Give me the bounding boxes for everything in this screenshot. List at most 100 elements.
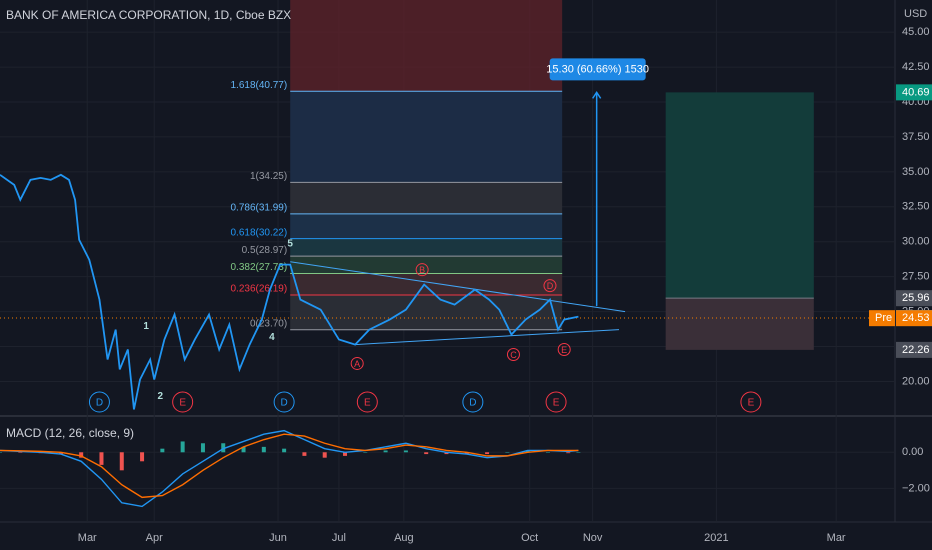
histogram-bar [343,452,348,456]
wave-circle [506,347,520,361]
histogram-bar [424,452,429,455]
price-tag [896,310,932,327]
wave-label: C [510,350,517,360]
fib-label: 0.236(26.19) [230,284,287,295]
histogram-bar [464,452,469,455]
y-tick-label: −2.00 [902,482,930,494]
fib-band [290,182,563,214]
x-tick-label: Mar [78,532,97,544]
y-tick-label: 27.50 [902,271,930,283]
price-tag-prefix: Pre [875,312,892,324]
cycle-label: D [96,398,103,409]
histogram-bar [0,452,2,453]
price-line [0,173,579,410]
histogram-bar [322,452,327,458]
y-axis-label: USD [904,8,927,20]
histogram-bar [160,448,165,453]
histogram-bar [140,452,145,462]
fib-band [290,238,563,257]
histogram-bar [525,450,530,453]
wave-circle [350,356,364,370]
fib-label: 0.382(27.73) [230,262,287,273]
cycle-label: E [748,398,755,409]
fib-label: 1.618(40.77) [230,80,287,91]
wave-label: E [561,345,567,355]
histogram-bar [505,452,510,453]
histogram-bar [180,441,185,453]
y-tick-label: 20.00 [902,375,930,387]
price-tag-label: 25.96 [902,292,930,304]
cycle-circle [172,391,194,413]
x-tick-label: Jun [269,532,287,544]
wave-label: 1 [143,321,149,332]
x-tick-label: Nov [583,532,603,544]
cycle-circle [740,391,762,413]
macd-pane: 0.00 −2.00 [0,429,930,508]
fib-label: 0.786(31.99) [230,203,287,214]
x-tick-label: 2021 [704,532,728,544]
position-stop-zone [665,298,814,350]
measure-label-bg [549,58,646,81]
fib-label: 1(34.25) [250,171,287,182]
price-tag-label: 40.69 [902,86,930,98]
cycle-label: E [364,398,371,409]
histogram-bar [545,452,550,453]
cycle-circle [88,391,110,413]
fib-label: 0.618(30.22) [230,227,287,238]
x-tick-label: Jul [332,532,346,544]
fib-band [290,213,563,239]
x-tick-label: Oct [521,532,538,544]
macd-title: MACD (12, 26, close, 9) [6,426,134,440]
wave-label: D [547,281,554,291]
price-tag-label: 22.26 [902,344,930,356]
y-tick-label: 35.00 [902,166,930,178]
cycle-circle [462,391,484,413]
histogram-bar [241,446,246,453]
histogram-bar [566,452,571,454]
wave-circle [543,279,557,293]
histogram-bar [119,452,124,471]
wave-label: 4 [269,332,275,343]
wave-label: A [354,359,360,369]
y-tick-label: 0.00 [902,446,923,458]
histogram-bar [200,443,205,453]
price-tag [896,341,932,358]
histogram-bar [282,448,287,453]
histogram-bar [58,452,63,455]
wave-circle [415,263,429,277]
histogram-bar [221,443,226,453]
cycle-label: D [469,398,476,409]
cycle-label: D [281,398,288,409]
fib-label: 0.5(28.97) [242,245,288,256]
chart-title: BANK OF AMERICA CORPORATION, 1D, Cboe BZ… [6,8,291,22]
histogram-bar [18,452,23,453]
y-tick-label: 45.00 [902,26,930,38]
cycle-label: E [179,398,186,409]
histogram-bar [485,452,490,455]
price-tag-label: 24.53 [902,312,930,324]
price-line [0,433,579,499]
x-tick-label: Apr [146,532,163,544]
position-target-zone [665,92,814,299]
cycle-circle [273,391,295,413]
cycle-circle [356,391,378,413]
price-tag [896,290,932,307]
wave-label: 5 [287,238,293,249]
fib-band [290,273,563,295]
measure-label: 15.30 (60.66%) 1530 [546,63,649,75]
histogram-bar [302,452,307,456]
cycle-label: E [553,398,560,409]
trendline [355,329,620,346]
x-tick-label: Aug [394,532,414,544]
price-tag-prefix-bg [869,310,895,327]
wave-label: 2 [158,391,164,402]
histogram-bar [261,446,266,453]
histogram-bar [383,450,388,453]
wave-circle [557,342,571,356]
y-tick-label: 32.50 [902,201,930,213]
fib-extension-band [290,0,563,92]
cycle-circle [545,391,567,413]
